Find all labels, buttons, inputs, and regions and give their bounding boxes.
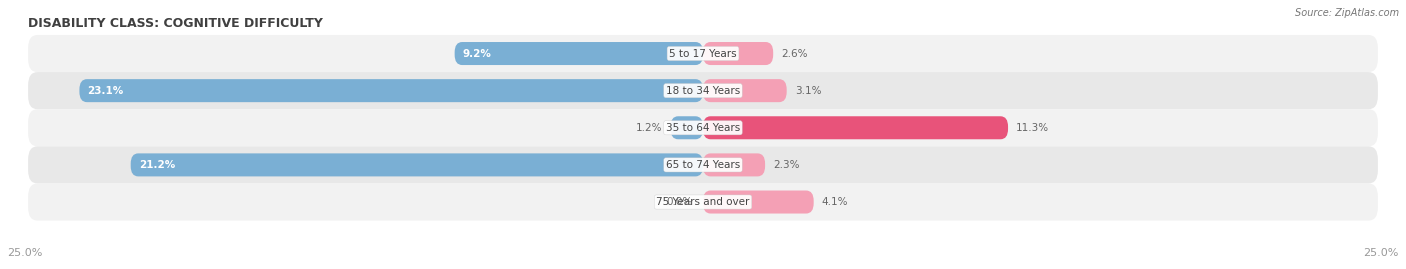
- Text: 75 Years and over: 75 Years and over: [657, 197, 749, 207]
- Text: 18 to 34 Years: 18 to 34 Years: [666, 86, 740, 96]
- FancyBboxPatch shape: [28, 109, 1378, 146]
- FancyBboxPatch shape: [28, 72, 1378, 109]
- FancyBboxPatch shape: [703, 190, 814, 214]
- FancyBboxPatch shape: [703, 116, 1008, 139]
- Text: 0.0%: 0.0%: [666, 197, 692, 207]
- FancyBboxPatch shape: [79, 79, 703, 102]
- Text: 2.6%: 2.6%: [782, 48, 808, 59]
- FancyBboxPatch shape: [131, 153, 703, 176]
- FancyBboxPatch shape: [28, 183, 1378, 221]
- Text: 11.3%: 11.3%: [1017, 123, 1049, 133]
- Text: 4.1%: 4.1%: [821, 197, 848, 207]
- Text: 23.1%: 23.1%: [87, 86, 124, 96]
- Text: 35 to 64 Years: 35 to 64 Years: [666, 123, 740, 133]
- FancyBboxPatch shape: [28, 146, 1378, 183]
- Text: 5 to 17 Years: 5 to 17 Years: [669, 48, 737, 59]
- Text: 2.3%: 2.3%: [773, 160, 800, 170]
- FancyBboxPatch shape: [454, 42, 703, 65]
- Text: 25.0%: 25.0%: [1364, 248, 1399, 258]
- Text: 1.2%: 1.2%: [636, 123, 662, 133]
- Text: DISABILITY CLASS: COGNITIVE DIFFICULTY: DISABILITY CLASS: COGNITIVE DIFFICULTY: [28, 17, 323, 30]
- FancyBboxPatch shape: [28, 35, 1378, 72]
- Text: Source: ZipAtlas.com: Source: ZipAtlas.com: [1295, 8, 1399, 18]
- FancyBboxPatch shape: [703, 79, 787, 102]
- FancyBboxPatch shape: [703, 42, 773, 65]
- Text: 21.2%: 21.2%: [139, 160, 176, 170]
- Text: 9.2%: 9.2%: [463, 48, 492, 59]
- FancyBboxPatch shape: [703, 153, 765, 176]
- FancyBboxPatch shape: [671, 116, 703, 139]
- Text: 3.1%: 3.1%: [794, 86, 821, 96]
- Text: 25.0%: 25.0%: [7, 248, 42, 258]
- Text: 65 to 74 Years: 65 to 74 Years: [666, 160, 740, 170]
